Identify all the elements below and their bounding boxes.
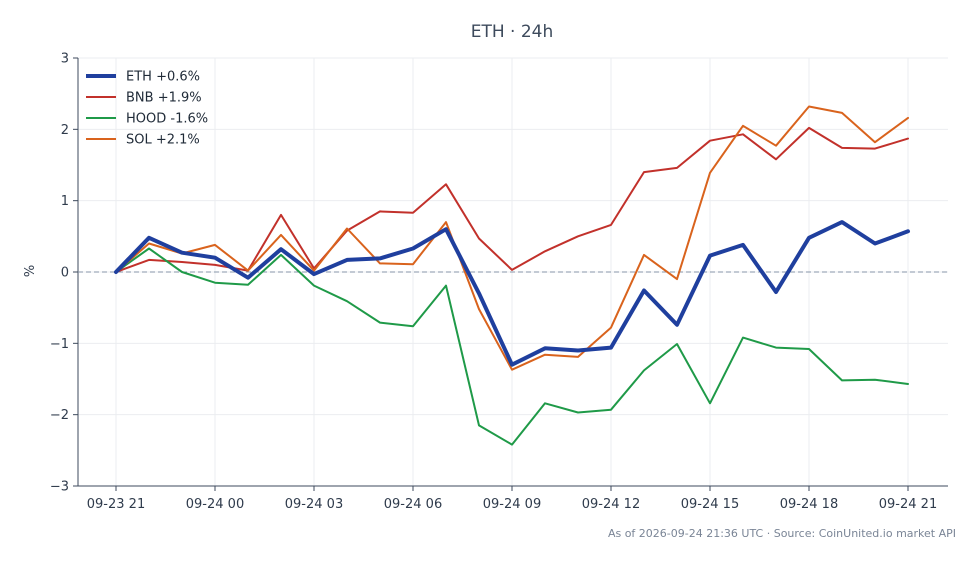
footer-source: As of 2026-09-24 21:36 UTC · Source: Coi… (608, 527, 956, 540)
legend-label: SOL +2.1% (126, 133, 200, 148)
legend-label: HOOD -1.6% (126, 112, 208, 127)
series-line-sol (115, 105, 909, 371)
x-tick-label: 09-24 09 (483, 497, 541, 512)
x-tick-label: 09-24 12 (582, 497, 640, 512)
y-tick-label: 2 (61, 123, 69, 138)
y-tick-label: −2 (50, 408, 69, 423)
legend: ETH +0.6% BNB +1.9% HOOD -1.6% SOL +2.1% (86, 70, 208, 148)
y-tick-label: 1 (61, 194, 69, 209)
legend-label: ETH +0.6% (126, 70, 200, 85)
x-tick-label: 09-24 21 (879, 497, 937, 512)
x-tick-label: 09-24 06 (384, 497, 442, 512)
series-lines (114, 105, 910, 446)
series-line-eth (114, 220, 910, 367)
y-tick-label: 0 (61, 266, 69, 281)
y-tick-label: −1 (50, 337, 69, 352)
x-tick-label: 09-23 21 (87, 497, 145, 512)
x-ticks: 09-23 21 09-24 00 09-24 03 09-24 06 09-24 09… (87, 486, 937, 512)
chart-title: ETH · 24h (471, 22, 554, 42)
series-line-hood (115, 247, 909, 446)
y-tick-label: −3 (50, 480, 69, 495)
axes (77, 58, 948, 487)
y-ticks: 3 2 1 0 −1 −2 −3 (50, 52, 78, 495)
y-tick-label: 3 (61, 52, 69, 67)
x-tick-label: 09-24 03 (285, 497, 343, 512)
x-tick-label: 09-24 00 (186, 497, 244, 512)
legend-label: BNB +1.9% (126, 91, 202, 106)
y-axis-label: % (23, 265, 38, 277)
x-tick-label: 09-24 15 (681, 497, 739, 512)
x-tick-label: 09-24 18 (780, 497, 838, 512)
